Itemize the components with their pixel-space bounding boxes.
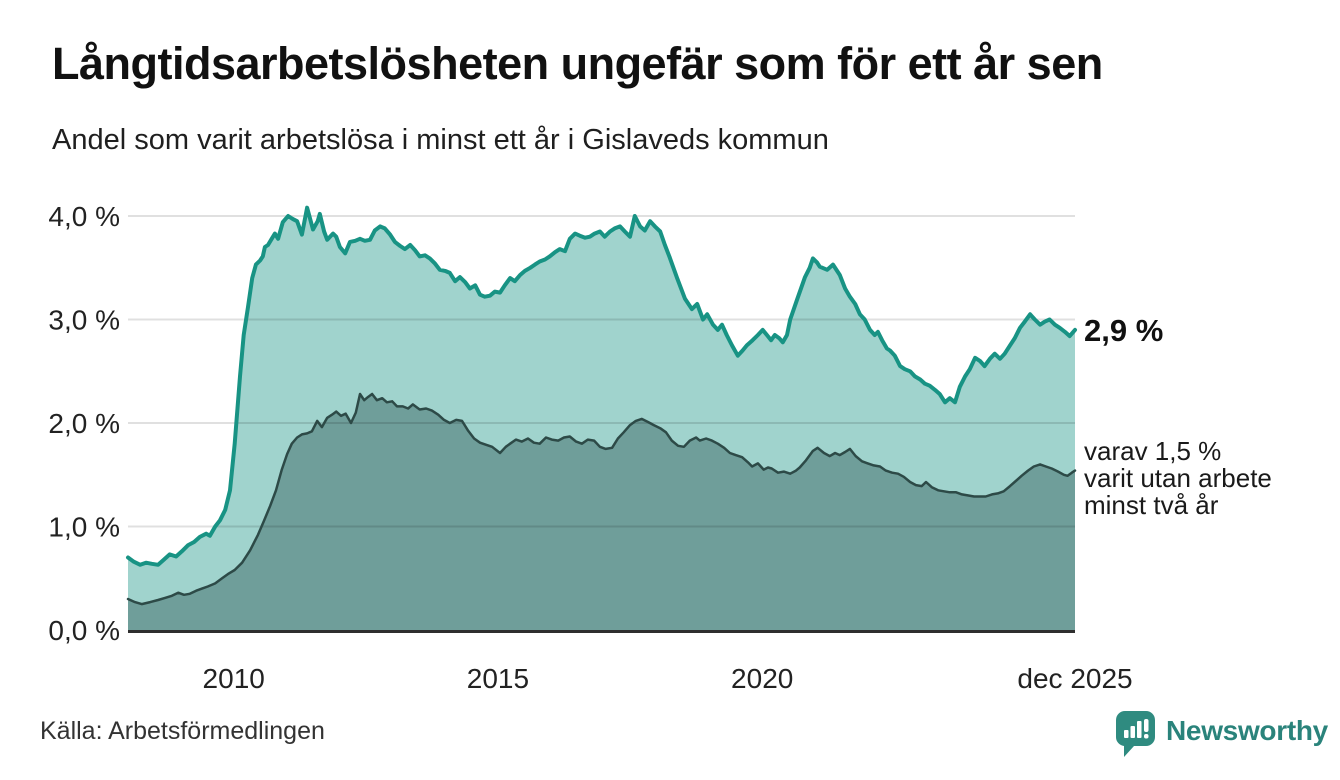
newsworthy-logo-text: Newsworthy <box>1166 715 1328 746</box>
logo-exclamation-dot <box>1144 734 1149 739</box>
source-note: Källa: Arbetsförmedlingen <box>40 717 325 745</box>
x-tick-label-2010: 2010 <box>203 663 265 694</box>
y-tick-label-3,0 %: 3,0 % <box>48 305 120 336</box>
y-tick-label-0,0 %: 0,0 % <box>48 615 120 646</box>
x-tick-label-2020: 2020 <box>731 663 793 694</box>
logo-bar-2 <box>1130 726 1135 738</box>
series-line-0 <box>126 205 1077 567</box>
y-tick-label-1,0 %: 1,0 % <box>48 512 120 543</box>
series-area-1 <box>128 394 1075 630</box>
newsworthy-logo-icon <box>1116 711 1155 757</box>
series-end-label-total: 2,9 % <box>1084 313 1164 348</box>
series-line-1 <box>126 392 1077 606</box>
logo-bubble <box>1116 711 1155 757</box>
page-title: Långtidsarbetslösheten ungefär som för e… <box>52 38 1103 89</box>
logo-bar-1 <box>1124 730 1129 738</box>
y-tick-label-2,0 %: 2,0 % <box>48 408 120 439</box>
chart-subtitle: Andel som varit arbetslösa i minst ett å… <box>52 124 829 156</box>
newsworthy-logo: Newsworthy <box>1116 711 1328 757</box>
series-area-0 <box>128 207 1075 630</box>
x-tick-label-2015: 2015 <box>467 663 529 694</box>
y-tick-label-4,0 %: 4,0 % <box>48 201 120 232</box>
x-tick-label-dec 2025: dec 2025 <box>1017 663 1132 694</box>
logo-bar-3 <box>1137 721 1142 738</box>
logo-exclamation-bar <box>1144 719 1149 732</box>
series-end-label-sub: varav 1,5 % varit utan arbete minst två … <box>1084 436 1272 520</box>
